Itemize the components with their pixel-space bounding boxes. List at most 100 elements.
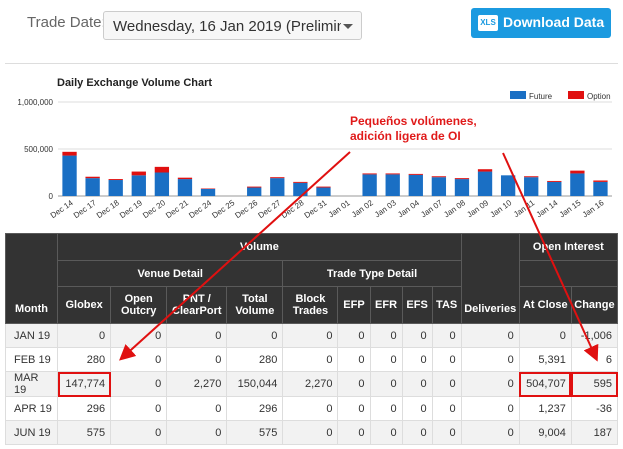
bar-option — [570, 170, 585, 174]
bar-future — [408, 174, 423, 196]
x-tick-label: Jan 07 — [419, 198, 444, 219]
bar-option — [477, 169, 493, 172]
bar-future — [200, 188, 216, 196]
top-bar: Trade Date: Wednesday, 16 Jan 2019 (Prel… — [0, 0, 623, 50]
table-cell: 0 — [431, 323, 462, 348]
trade-date-select[interactable]: Wednesday, 16 Jan 2019 (Preliminary) — [103, 11, 362, 40]
download-data-label: Download Data — [503, 14, 605, 30]
table-cell: 0 — [337, 420, 371, 445]
x-tick-label: Jan 02 — [350, 198, 375, 219]
bar-future — [154, 172, 170, 196]
y-tick-label: 500,000 — [24, 145, 53, 154]
table-row: FEB 19 280 0 0 280 0 0 0 0 0 0 5,391 6 — [4, 347, 619, 372]
col-header-tas: TAS — [431, 286, 462, 324]
chart-svg: Daily Exchange Volume Chart Future Option 1… — [17, 77, 612, 220]
x-tick-label: Jan 15 — [558, 198, 583, 219]
x-tick-label: Dec 19 — [118, 198, 144, 220]
table-cell: 0 — [282, 347, 339, 372]
x-tick-label: Dec 14 — [49, 198, 75, 220]
table-cell: 0 — [369, 371, 403, 397]
table-cell: 575 — [226, 420, 284, 445]
col-header-efp: EFP — [337, 286, 371, 324]
bar-option — [85, 176, 100, 179]
table-cell: 0 — [460, 420, 520, 445]
bar-option — [62, 151, 77, 156]
bar-option — [431, 176, 447, 178]
bar-future — [316, 187, 331, 196]
x-tick-label: Dec 20 — [141, 198, 167, 220]
table-cell: 0 — [401, 420, 433, 445]
x-tick-label: Dec 28 — [280, 198, 306, 220]
x-tick-label: Dec 25 — [210, 198, 236, 220]
table-cell: 187 — [570, 420, 619, 445]
col-header-efs: EFS — [401, 286, 433, 324]
bar-option — [593, 180, 608, 182]
bar-future — [477, 171, 493, 196]
col-header-total-volume: Total Volume — [226, 286, 284, 324]
col-header-globex: Globex — [57, 286, 112, 324]
x-tick-label: Jan 04 — [396, 198, 421, 219]
chart-title: Daily Exchange Volume Chart — [57, 77, 212, 89]
col-header-open-outcry: Open Outcry — [110, 286, 168, 324]
table-cell: 0 — [166, 347, 228, 372]
bar-option — [454, 178, 470, 180]
table-cell: 0 — [110, 323, 168, 348]
legend-swatch-future — [510, 91, 526, 99]
col-header-month: Month — [4, 233, 59, 324]
bar-future — [85, 178, 100, 196]
xls-icon: XLS — [478, 15, 498, 31]
table-cell: 0 — [166, 396, 228, 421]
table-cell: 0 — [110, 396, 168, 421]
bar-option — [154, 166, 170, 173]
table-cell: 2,270 — [166, 371, 228, 397]
table-cell: 595 — [570, 371, 619, 397]
table-cell: 280 — [226, 347, 284, 372]
col-header-at-close: At Close — [518, 286, 572, 324]
table-cell: 0 — [431, 396, 462, 421]
table-cell: -36 — [570, 396, 619, 421]
col-header-pnt-clearport: PNT / ClearPort — [166, 286, 228, 324]
bar-future — [293, 182, 308, 196]
table-cell: 504,707 — [518, 371, 572, 397]
table-cell: 0 — [337, 323, 371, 348]
bar-future — [247, 187, 262, 196]
bar-option — [293, 181, 308, 183]
volume-table: Month Volume Deliveries Open Interest Ve… — [4, 233, 619, 445]
bar-option — [524, 176, 539, 178]
table-row: JAN 19 0 0 0 0 0 0 0 0 0 0 0 -1,006 — [4, 323, 619, 348]
table-cell: 0 — [226, 323, 284, 348]
table-cell: 2,270 — [282, 371, 339, 397]
download-data-button[interactable]: XLS Download Data — [471, 8, 611, 38]
bar-future — [270, 178, 285, 196]
table-cell: 0 — [282, 323, 339, 348]
table-cell: 0 — [110, 420, 168, 445]
bar-future — [177, 179, 193, 196]
group-header-oi-spacer — [518, 260, 619, 287]
table-cell: 0 — [282, 420, 339, 445]
bar-future — [593, 181, 608, 196]
group-header-venue-detail: Venue Detail — [57, 260, 284, 287]
table-cell: 0 — [166, 420, 228, 445]
table-cell: 296 — [226, 396, 284, 421]
x-tick-label: Jan 08 — [442, 198, 467, 219]
legend-swatch-option — [568, 91, 584, 99]
x-tick-label: Jan 14 — [535, 198, 560, 219]
table-cell: 296 — [57, 396, 112, 421]
table-cell: 280 — [57, 347, 112, 372]
table-row: JUN 19 575 0 0 575 0 0 0 0 0 0 9,004 187 — [4, 420, 619, 445]
table-cell: 0 — [337, 371, 371, 397]
x-tick-label: Dec 18 — [95, 198, 121, 220]
col-header-block-trades: Block Trades — [282, 286, 339, 324]
col-header-change: Change — [570, 286, 619, 324]
bar-option — [362, 173, 377, 175]
x-tick-label: Dec 26 — [233, 198, 259, 220]
table-cell: 0 — [337, 396, 371, 421]
table-cell: 9,004 — [518, 420, 572, 445]
table-row: APR 19 296 0 0 296 0 0 0 0 0 0 1,237 -36 — [4, 396, 619, 421]
bar-option — [408, 173, 423, 175]
table-cell: MAR 19 — [4, 371, 59, 397]
x-tick-label: Jan 01 — [327, 198, 352, 219]
table-cell: 0 — [337, 347, 371, 372]
bar-option — [547, 180, 562, 182]
group-header-trade-type-detail: Trade Type Detail — [282, 260, 462, 287]
